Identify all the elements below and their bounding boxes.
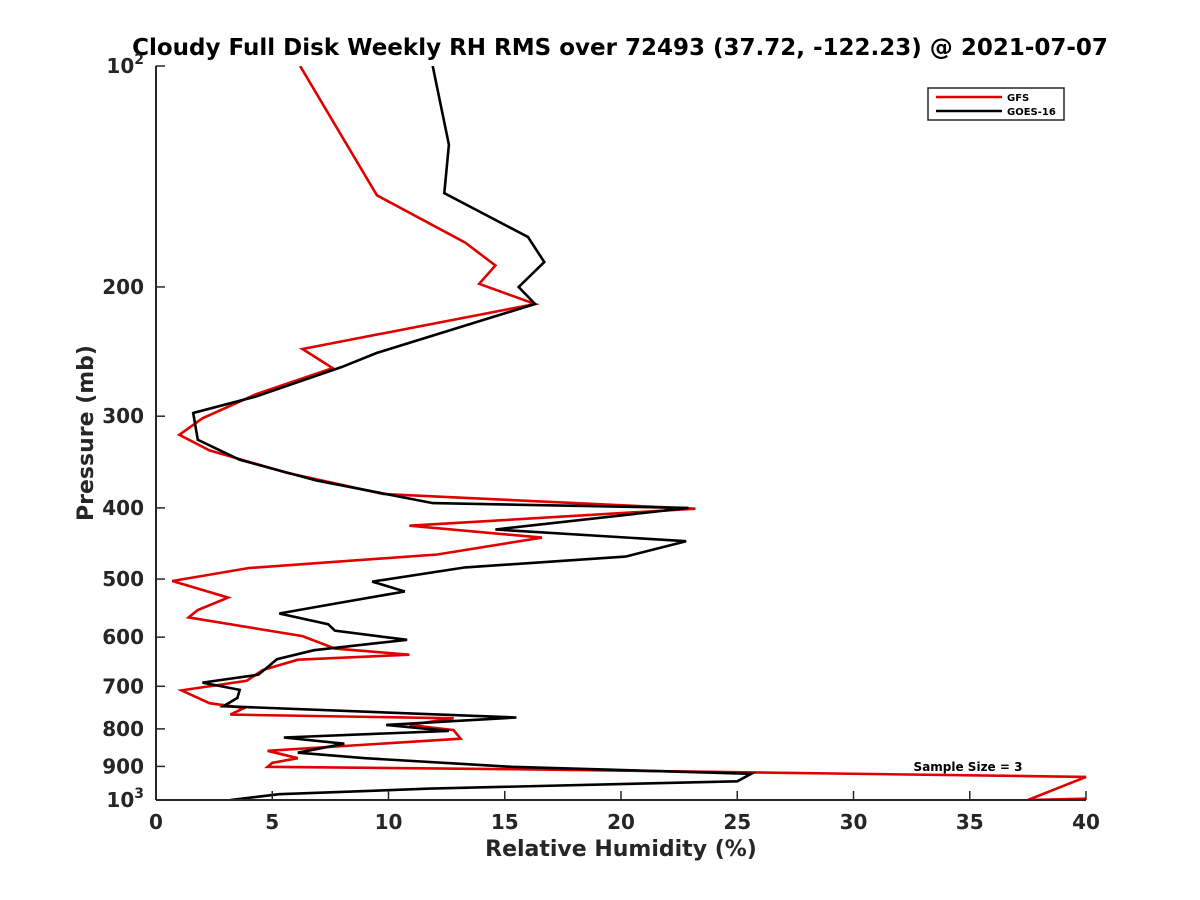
y-tick-label: 500 (102, 567, 144, 591)
y-axis-ticks: 102 200 300 400 500 600 700 800 900 103 (102, 52, 165, 812)
legend: GFS GOES-16 (927, 87, 1065, 121)
x-axis-label: Relative Humidity (%) (485, 837, 757, 862)
x-tick-label: 35 (956, 810, 984, 834)
x-tick-label: 30 (840, 810, 868, 834)
x-tick-label: 20 (607, 810, 635, 834)
y-tick-label: 600 (102, 625, 144, 649)
y-tick-label: 700 (102, 674, 144, 698)
y-tick-label: 300 (102, 404, 144, 428)
legend-label-gfs: GFS (1007, 93, 1029, 104)
x-tick-label: 15 (491, 810, 519, 834)
y-axis-label: Pressure (mb) (74, 345, 99, 521)
x-axis-ticks: 0 5 10 15 20 25 30 35 40 (149, 791, 1100, 834)
plot-area (156, 66, 1086, 800)
sample-size-annotation: Sample Size = 3 (914, 760, 1023, 774)
y-tick-label: 102 (106, 52, 144, 78)
x-tick-label: 0 (149, 810, 163, 834)
y-tick-label: 200 (102, 275, 144, 299)
x-tick-label: 5 (265, 810, 279, 834)
y-tick-label: 400 (102, 496, 144, 520)
x-tick-label: 10 (375, 810, 403, 834)
series-line-goes16 (191, 66, 757, 800)
legend-box (927, 87, 1065, 121)
x-tick-label: 40 (1072, 810, 1100, 834)
x-tick-label: 25 (723, 810, 751, 834)
y-tick-label: 103 (106, 786, 144, 812)
series-layer (171, 66, 1087, 800)
y-tick-label: 800 (102, 717, 144, 741)
legend-label-goes16: GOES-16 (1007, 107, 1056, 118)
y-tick-label: 900 (102, 754, 144, 778)
chart-title: Cloudy Full Disk Weekly RH RMS over 7249… (132, 35, 1108, 61)
